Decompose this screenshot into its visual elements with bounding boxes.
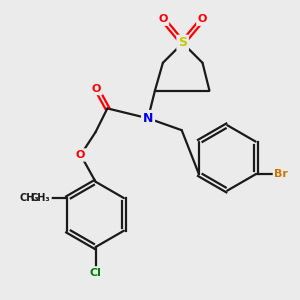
Text: O: O bbox=[198, 14, 207, 24]
Text: N: N bbox=[143, 112, 153, 125]
Text: CH₃: CH₃ bbox=[31, 193, 50, 203]
Text: Br: Br bbox=[274, 169, 288, 179]
Text: S: S bbox=[178, 37, 187, 50]
Text: CH₃: CH₃ bbox=[20, 193, 40, 203]
Text: O: O bbox=[158, 14, 168, 24]
Text: O: O bbox=[92, 84, 101, 94]
Text: O: O bbox=[76, 150, 85, 160]
Text: Cl: Cl bbox=[90, 268, 101, 278]
